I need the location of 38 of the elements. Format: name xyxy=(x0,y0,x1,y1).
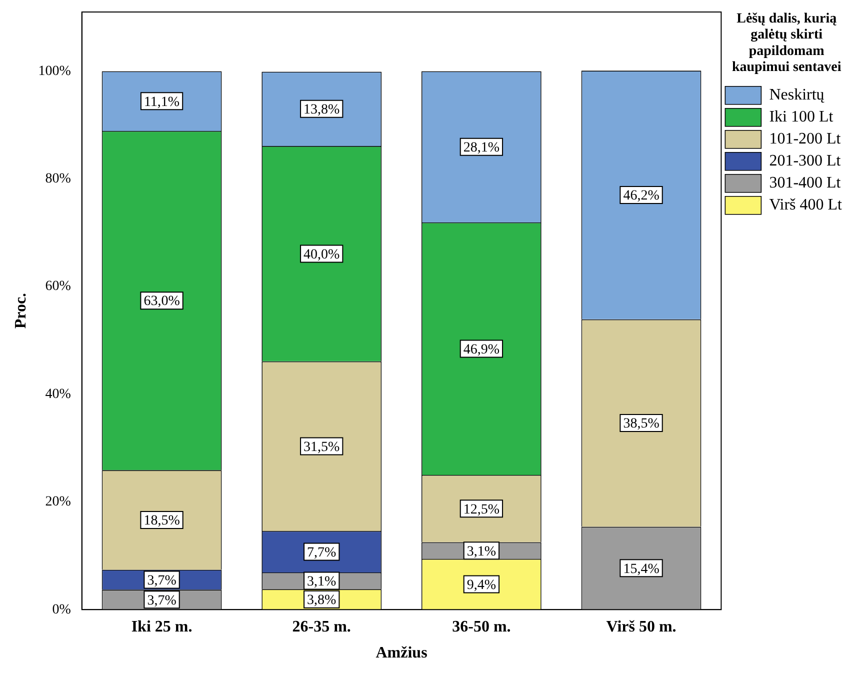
data-label: 28,1% xyxy=(463,140,500,156)
y-tick-label: 0% xyxy=(52,602,72,618)
data-label: 3,7% xyxy=(147,593,177,608)
x-tick-label: Iki 25 m. xyxy=(131,618,192,636)
data-label: 7,7% xyxy=(307,545,337,560)
x-tick-label: Virš 50 m. xyxy=(606,618,676,636)
x-tick-label: 36-50 m. xyxy=(452,618,511,636)
legend-label: Iki 100 Lt xyxy=(769,108,834,126)
x-tick-label: 26-35 m. xyxy=(292,618,351,636)
data-label: 63,0% xyxy=(144,294,180,310)
data-label: 3,7% xyxy=(147,573,177,588)
x-axis-title: Amžius xyxy=(376,644,428,662)
y-tick-label: 80% xyxy=(45,172,72,187)
y-tick-label: 40% xyxy=(45,386,72,402)
legend-label: 301-400 Lt xyxy=(769,174,842,192)
data-label: 46,2% xyxy=(623,188,660,204)
data-label: 11,1% xyxy=(144,94,180,110)
data-label: 38,5% xyxy=(623,416,660,432)
data-label: 3,8% xyxy=(307,593,337,608)
legend-label: 201-300 Lt xyxy=(769,152,842,170)
data-label: 46,9% xyxy=(463,342,500,358)
legend-label: Neskirtų xyxy=(769,86,826,104)
data-label: 18,5% xyxy=(144,514,180,529)
y-tick-label: 100% xyxy=(38,64,72,79)
y-tick-label: 20% xyxy=(45,494,72,510)
legend-title: Lėšų dalis, kurią galėtų skirti papildomam kaupimui sentavei xyxy=(732,12,842,75)
legend-label: 101-200 Lt xyxy=(769,130,842,148)
y-tick-label: 60% xyxy=(45,279,72,294)
data-label: 12,5% xyxy=(463,502,500,518)
data-label: 31,5% xyxy=(304,440,340,455)
data-label: 9,4% xyxy=(466,578,496,593)
data-label: 3,1% xyxy=(466,544,496,560)
data-label: 3,1% xyxy=(307,574,337,590)
legend-label: Virš 400 Lt xyxy=(769,196,843,214)
data-label: 40,0% xyxy=(304,247,340,262)
data-label: 13,8% xyxy=(304,102,340,118)
data-label: 15,4% xyxy=(623,562,660,577)
y-axis-title: Proc. xyxy=(12,292,30,329)
